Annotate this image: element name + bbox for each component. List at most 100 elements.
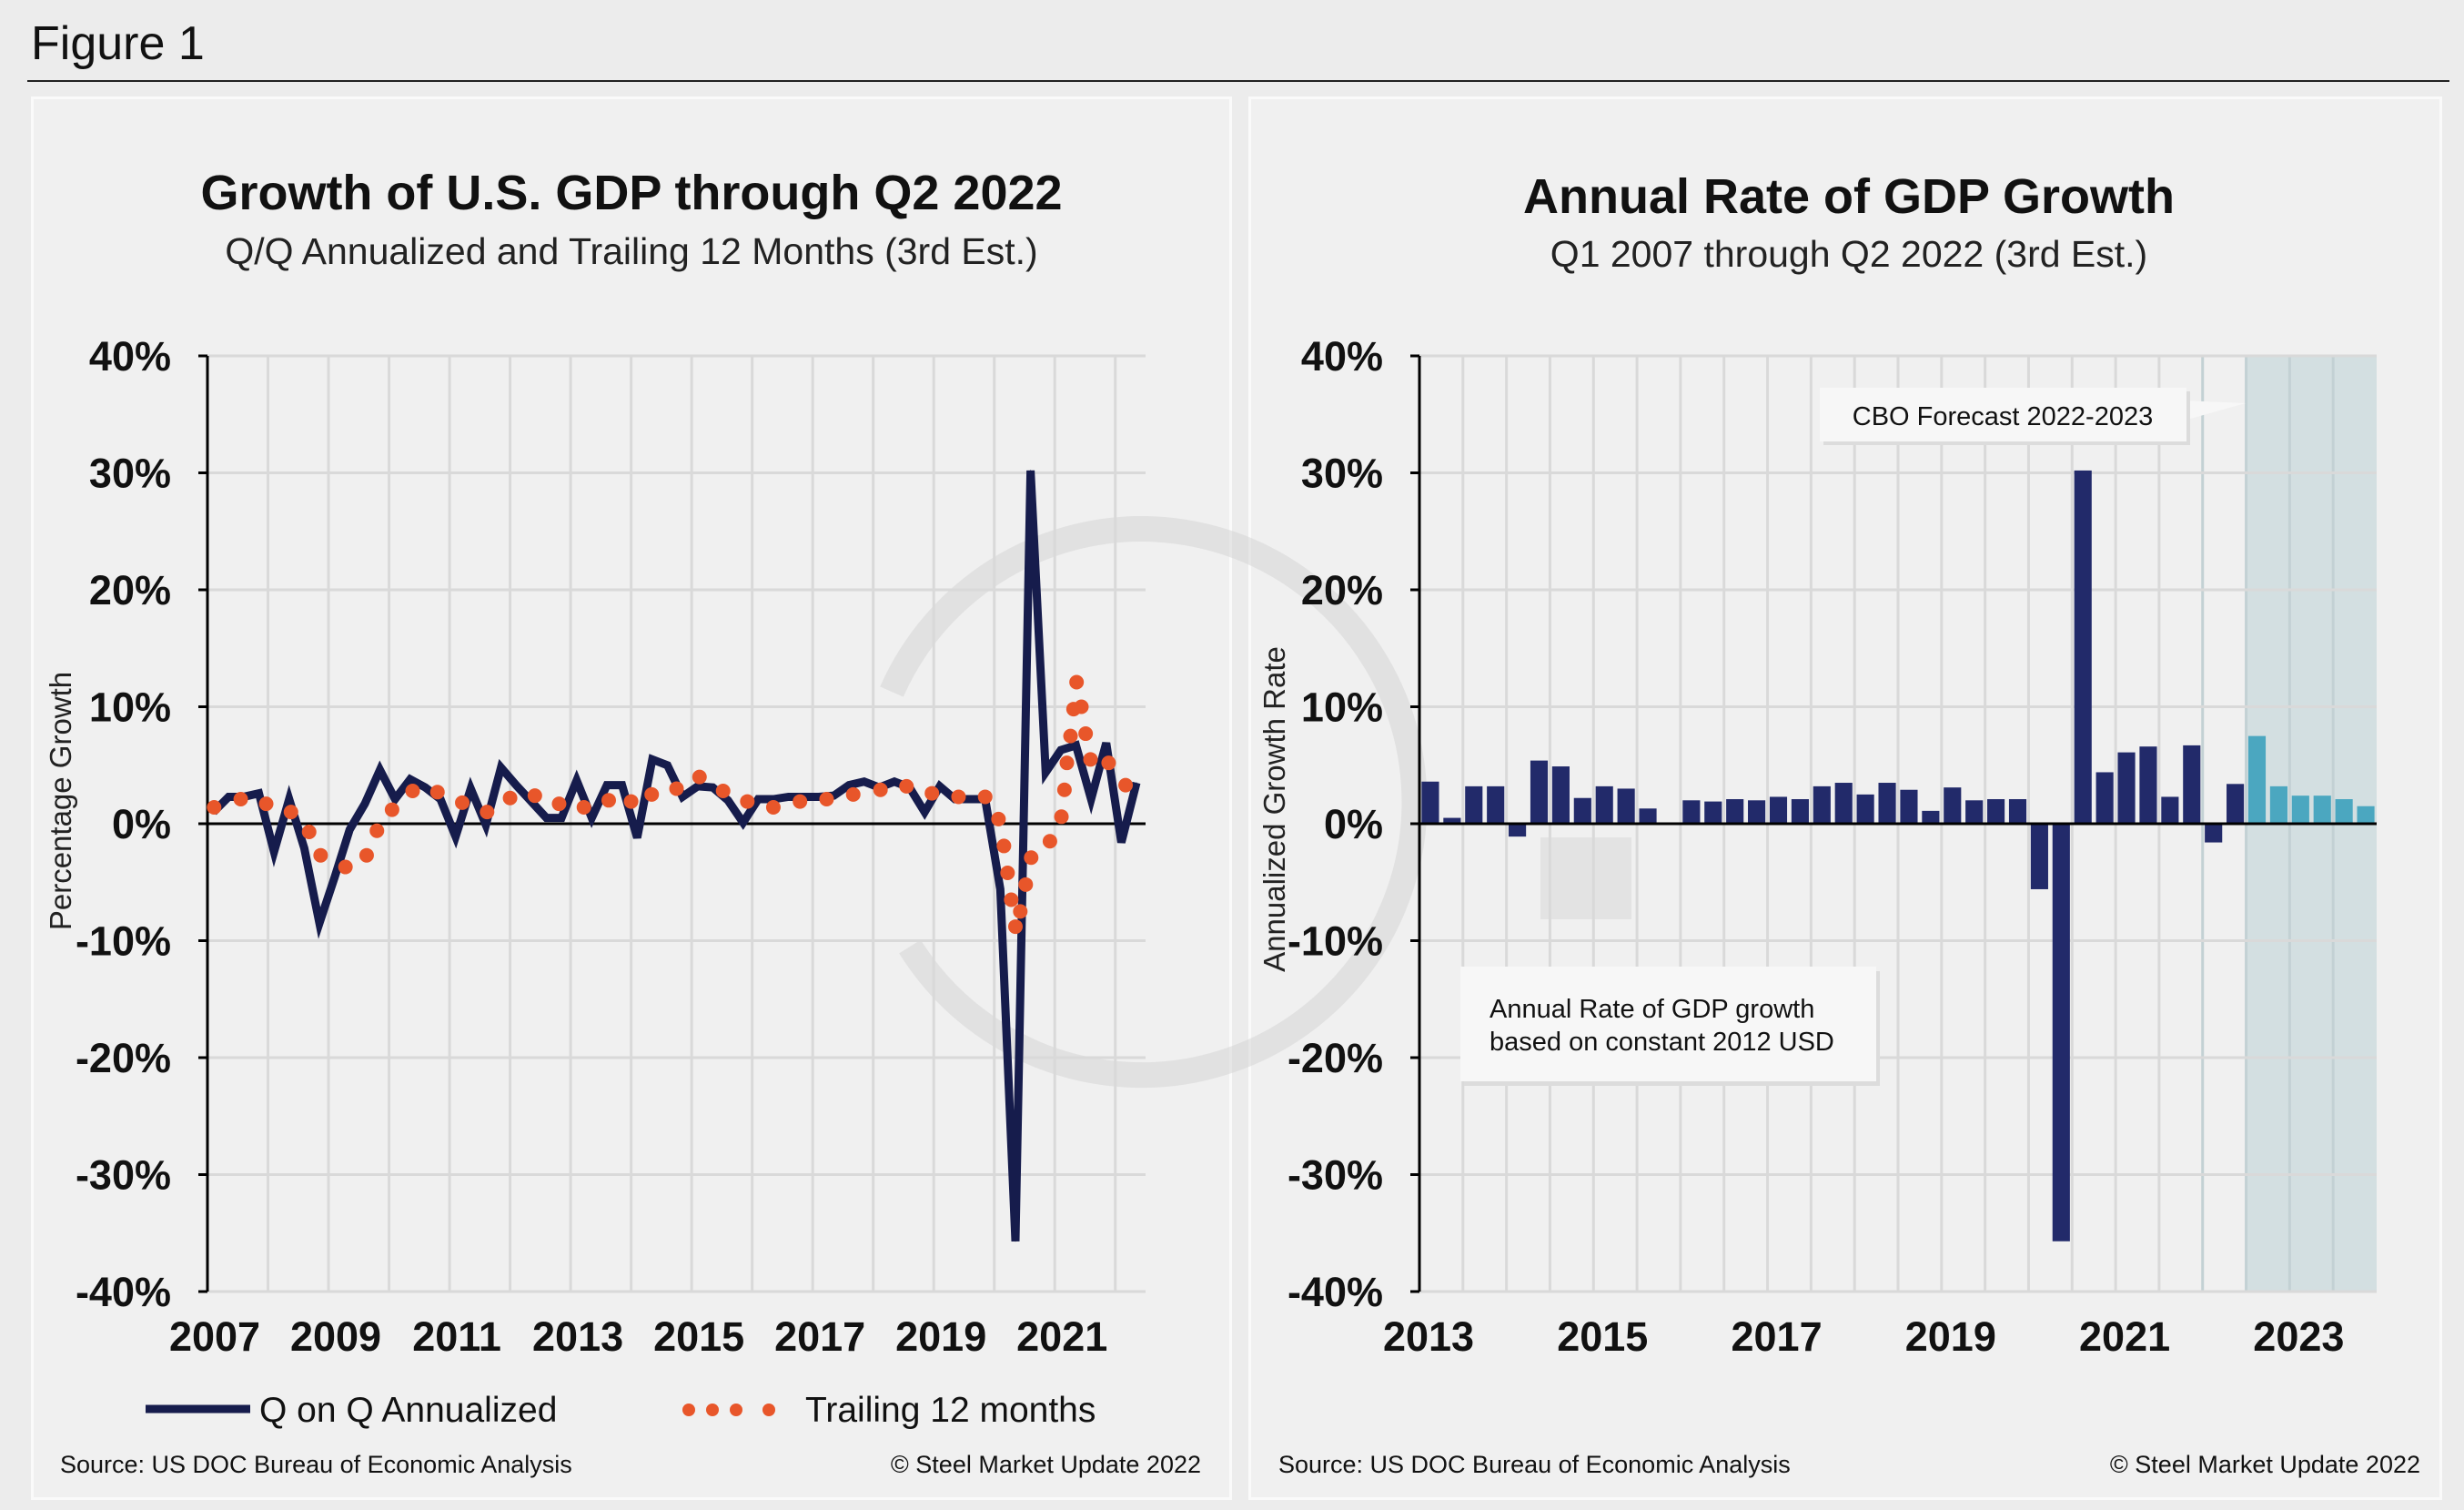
bar-actual: [1704, 801, 1722, 824]
trailing-12m-dot: [644, 786, 660, 802]
bar-actual: [1791, 799, 1809, 824]
trailing-12m-dot: [480, 805, 495, 820]
bar-actual: [2227, 784, 2245, 824]
qoq-data-point: [318, 922, 320, 924]
trailing-12m-dot: [996, 838, 1012, 854]
qoq-data-point: [1030, 470, 1032, 471]
qoq-data-point: [439, 798, 441, 800]
figure-title: Figure 1: [31, 17, 205, 70]
trailing-12m-dot: [1018, 877, 1034, 892]
trailing-12m-dot: [899, 778, 914, 794]
annual-rate-note-line1: Annual Rate of GDP growth: [1490, 995, 1814, 1024]
qoq-data-point: [334, 877, 336, 878]
trailing-12m-dot: [313, 847, 328, 863]
qoq-data-point: [651, 758, 653, 760]
bar-actual: [1900, 789, 1918, 824]
right-chart-subtitle: Q1 2007 through Q2 2022 (3rd Est.): [1550, 233, 2147, 275]
trailing-12m-dot: [1059, 755, 1075, 771]
bar-forecast: [2357, 806, 2375, 824]
qoq-data-point: [727, 799, 729, 801]
trailing-12m-dot: [1000, 865, 1015, 880]
bar-actual: [2008, 799, 2027, 824]
x-tick-label: 2021: [2079, 1313, 2170, 1360]
bar-actual: [1443, 817, 1461, 824]
annual-rate-note-line2: based on constant 2012 USD: [1490, 1028, 1834, 1057]
bar-actual: [1856, 794, 1874, 824]
bar-actual: [1487, 785, 1505, 824]
qoq-data-point: [1060, 749, 1062, 751]
trailing-12m-dot: [1007, 919, 1023, 935]
bar-actual: [1748, 800, 1766, 824]
bar-actual: [1509, 824, 1527, 837]
qoq-data-point: [545, 817, 547, 819]
x-tick-label: 2013: [532, 1313, 623, 1360]
left-chart-subtitle: Q/Q Annualized and Trailing 12 Months (3…: [225, 230, 1037, 272]
qoq-data-point: [818, 796, 820, 797]
trailing-12m-dot: [1013, 904, 1028, 919]
bar-actual: [1987, 799, 2005, 824]
qoq-data-point: [712, 786, 713, 788]
trailing-12m-dot: [1004, 892, 1019, 907]
qoq-data-point: [394, 798, 396, 800]
qoq-data-point: [939, 785, 941, 787]
bar-actual: [1726, 799, 1744, 824]
y-tick-label: -10%: [1288, 918, 1383, 965]
qoq-data-point: [227, 796, 229, 797]
trailing-12m-dot: [1042, 834, 1057, 849]
x-tick-label: 2019: [895, 1313, 986, 1360]
trailing-12m-dot: [1056, 782, 1072, 797]
x-tick-label: 2015: [653, 1313, 744, 1360]
trailing-12m-dot: [1024, 850, 1039, 866]
trailing-12m-dot: [1054, 809, 1069, 825]
qoq-data-point: [485, 824, 487, 826]
y-tick-label: -30%: [76, 1152, 171, 1199]
title-divider: [27, 80, 2449, 82]
y-tick-label: 20%: [1301, 567, 1383, 613]
trailing-12m-dot: [991, 811, 1006, 826]
trailing-12m-dot: [1101, 755, 1116, 771]
bar-actual: [1813, 785, 1831, 824]
bar-actual: [1834, 783, 1853, 824]
bar-actual: [1595, 785, 1613, 824]
trailing-12m-dot: [1078, 726, 1094, 742]
x-tick-label: 2009: [290, 1313, 381, 1360]
y-tick-label: 40%: [89, 333, 171, 380]
bar-actual: [1639, 808, 1657, 824]
bar-actual: [1551, 766, 1570, 824]
qoq-data-point: [424, 786, 426, 788]
trailing-12m-dot: [623, 794, 639, 809]
qoq-data-point: [969, 798, 971, 800]
right-chart-title: Annual Rate of GDP Growth: [1523, 169, 2175, 224]
bar-forecast: [2313, 796, 2331, 824]
right-copyright: © Steel Market Update 2022: [2110, 1451, 2420, 1478]
y-tick-label: 30%: [1301, 451, 1383, 497]
qoq-data-point: [682, 796, 683, 797]
x-tick-label: 2015: [1557, 1313, 1648, 1360]
trailing-12m-dot: [502, 790, 518, 806]
bar-actual: [1922, 810, 1940, 824]
bar-actual: [2117, 752, 2136, 824]
y-tick-label: -40%: [76, 1269, 171, 1315]
qoq-data-point: [999, 888, 1001, 890]
x-tick-label: 2007: [169, 1313, 260, 1360]
y-tick-label: 20%: [89, 567, 171, 613]
watermark-logo: [880, 516, 1631, 1089]
x-tick-label: 2013: [1383, 1313, 1474, 1360]
y-tick-label: -20%: [1288, 1035, 1383, 1081]
trailing-12m-dot: [845, 786, 861, 802]
trailing-12m-dot: [692, 769, 707, 785]
watermark-cru-box-icon: [1540, 837, 1631, 919]
trailing-12m-dot: [576, 800, 591, 816]
qoq-data-point: [455, 836, 457, 837]
trailing-12m-dot: [873, 782, 888, 797]
qoq-data-point: [1120, 842, 1122, 844]
bar-actual: [1682, 800, 1701, 824]
y-tick-label: -20%: [76, 1035, 171, 1081]
bar-actual: [2183, 745, 2201, 824]
y-tick-label: 0%: [112, 801, 171, 847]
trailing-12m-dot: [740, 794, 755, 809]
y-tick-label: 30%: [89, 451, 171, 497]
x-tick-label: 2011: [412, 1313, 501, 1360]
qoq-data-point: [1136, 782, 1137, 784]
